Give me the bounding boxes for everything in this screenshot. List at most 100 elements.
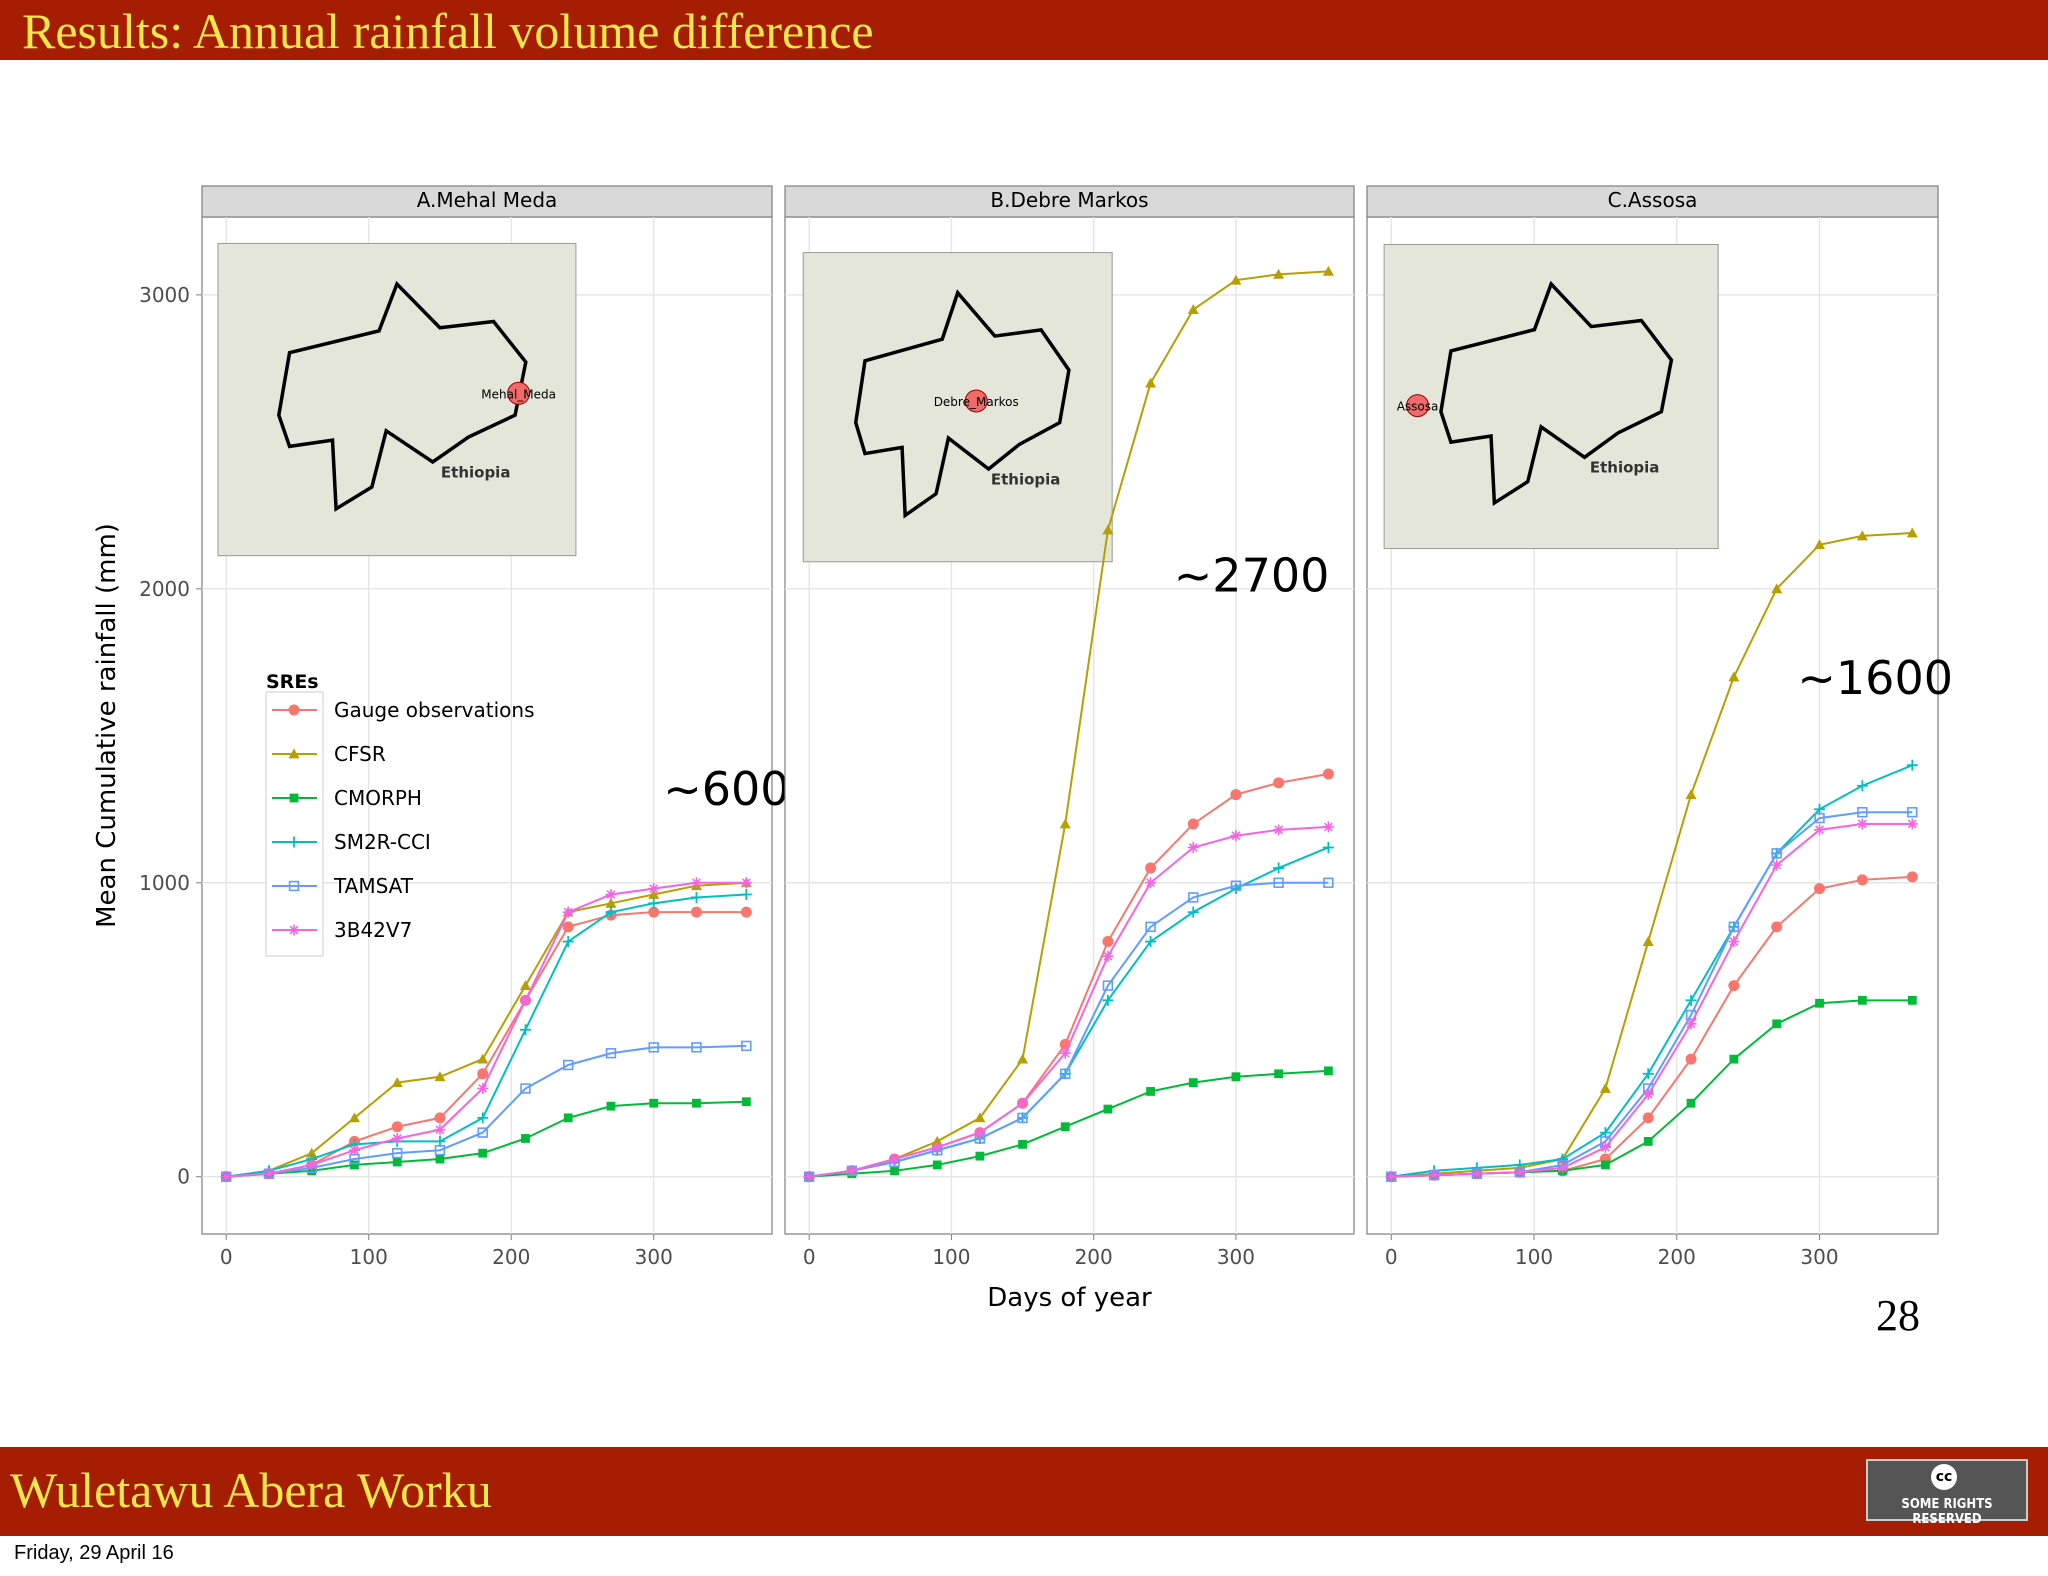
x-tick-label: 300 bbox=[635, 1245, 673, 1269]
legend-label: 3B42V7 bbox=[334, 918, 412, 942]
marker bbox=[1017, 1112, 1028, 1124]
marker bbox=[220, 1171, 232, 1183]
footer-bar: Wuletawu Abera Worku cc SOME RIGHTS RESE… bbox=[0, 1447, 2048, 1536]
map-site: Debre_Markos bbox=[934, 395, 1019, 409]
x-tick-label: 100 bbox=[1515, 1245, 1553, 1269]
y-axis-label: Mean Cumulative rainfall (mm) bbox=[92, 523, 122, 928]
marker bbox=[1060, 1068, 1071, 1080]
marker bbox=[974, 1127, 986, 1139]
site-dot bbox=[507, 381, 531, 405]
marker bbox=[1907, 995, 1917, 1005]
facet-strip bbox=[1366, 185, 1939, 218]
marker bbox=[740, 889, 752, 901]
marker bbox=[1728, 671, 1740, 682]
marker bbox=[563, 1113, 573, 1123]
legend-label: CFSR bbox=[334, 742, 386, 766]
marker bbox=[1145, 862, 1157, 874]
marker bbox=[288, 880, 300, 892]
annotation: ~600 bbox=[663, 762, 789, 816]
marker bbox=[1273, 877, 1284, 888]
map-site: Mehal_Meda bbox=[481, 387, 556, 401]
marker bbox=[1856, 818, 1868, 830]
x-tick-label: 200 bbox=[492, 1245, 530, 1269]
marker bbox=[1230, 880, 1242, 891]
marker bbox=[1230, 830, 1242, 842]
marker bbox=[692, 1098, 701, 1108]
marker bbox=[288, 836, 300, 848]
marker bbox=[1145, 936, 1157, 948]
legend-label: TAMSAT bbox=[333, 874, 414, 898]
facet-strip bbox=[784, 185, 1355, 218]
marker bbox=[434, 1145, 446, 1156]
marker bbox=[1728, 936, 1740, 948]
marker bbox=[1599, 1141, 1611, 1153]
marker bbox=[1231, 1072, 1241, 1082]
marker bbox=[1102, 950, 1114, 962]
marker bbox=[690, 891, 702, 903]
marker bbox=[1906, 871, 1918, 883]
marker bbox=[1514, 1166, 1526, 1178]
marker bbox=[1145, 921, 1156, 933]
marker bbox=[1771, 848, 1782, 859]
x-tick-label: 0 bbox=[1385, 1245, 1398, 1269]
x-tick-label: 100 bbox=[350, 1245, 388, 1269]
marker bbox=[520, 1083, 531, 1094]
marker bbox=[1274, 1069, 1284, 1079]
marker bbox=[1642, 1068, 1654, 1080]
marker bbox=[391, 1077, 403, 1088]
marker bbox=[648, 897, 660, 909]
x-tick-label: 100 bbox=[932, 1245, 970, 1269]
marker bbox=[1642, 1088, 1654, 1100]
marker bbox=[1060, 1122, 1070, 1132]
y-tick-label: 1000 bbox=[139, 871, 190, 895]
marker bbox=[740, 906, 752, 918]
marker bbox=[306, 1147, 318, 1158]
marker bbox=[1685, 1053, 1697, 1065]
marker bbox=[1643, 1137, 1653, 1146]
marker bbox=[932, 1160, 942, 1170]
marker bbox=[391, 1132, 403, 1144]
marker bbox=[562, 906, 574, 918]
legend-label: SM2R-CCI bbox=[334, 830, 431, 854]
marker bbox=[288, 924, 300, 936]
marker bbox=[350, 1160, 359, 1170]
marker bbox=[1322, 768, 1334, 780]
marker bbox=[562, 936, 574, 948]
facet-title: B.Debre Markos bbox=[990, 188, 1148, 212]
marker bbox=[1856, 530, 1868, 541]
marker bbox=[1771, 583, 1783, 594]
badge-text: SOME RIGHTS RESERVED bbox=[1901, 1497, 1993, 1527]
marker bbox=[1017, 1053, 1029, 1064]
marker bbox=[1856, 874, 1868, 886]
marker bbox=[741, 1097, 751, 1107]
marker bbox=[1273, 862, 1285, 874]
marker bbox=[1557, 1162, 1569, 1174]
marker bbox=[1187, 304, 1199, 314]
cc-badge: cc SOME RIGHTS RESERVED bbox=[1866, 1459, 2028, 1527]
map-country: Ethiopia bbox=[1590, 459, 1660, 477]
marker bbox=[562, 921, 574, 933]
x-tick-label: 300 bbox=[1800, 1245, 1838, 1269]
inset-map bbox=[1383, 243, 1719, 550]
marker bbox=[741, 1040, 752, 1052]
site-dot bbox=[1406, 394, 1430, 418]
marker bbox=[648, 883, 660, 895]
x-tick-label: 300 bbox=[1217, 1245, 1255, 1269]
marker bbox=[477, 1127, 488, 1138]
marker bbox=[563, 1059, 574, 1071]
marker bbox=[605, 897, 617, 908]
marker bbox=[434, 1124, 446, 1136]
slide-title: Results: Annual rainfall volume differen… bbox=[22, 3, 874, 59]
marker bbox=[519, 994, 531, 1006]
marker bbox=[1187, 841, 1199, 853]
marker bbox=[521, 1134, 530, 1143]
marker bbox=[1599, 1083, 1611, 1093]
marker bbox=[1273, 268, 1285, 279]
marker bbox=[477, 1112, 489, 1124]
x-tick-label: 200 bbox=[1658, 1245, 1696, 1269]
marker bbox=[1907, 807, 1918, 818]
legend-label: CMORPH bbox=[334, 786, 422, 810]
marker bbox=[1145, 377, 1157, 388]
site-dot bbox=[964, 389, 988, 413]
